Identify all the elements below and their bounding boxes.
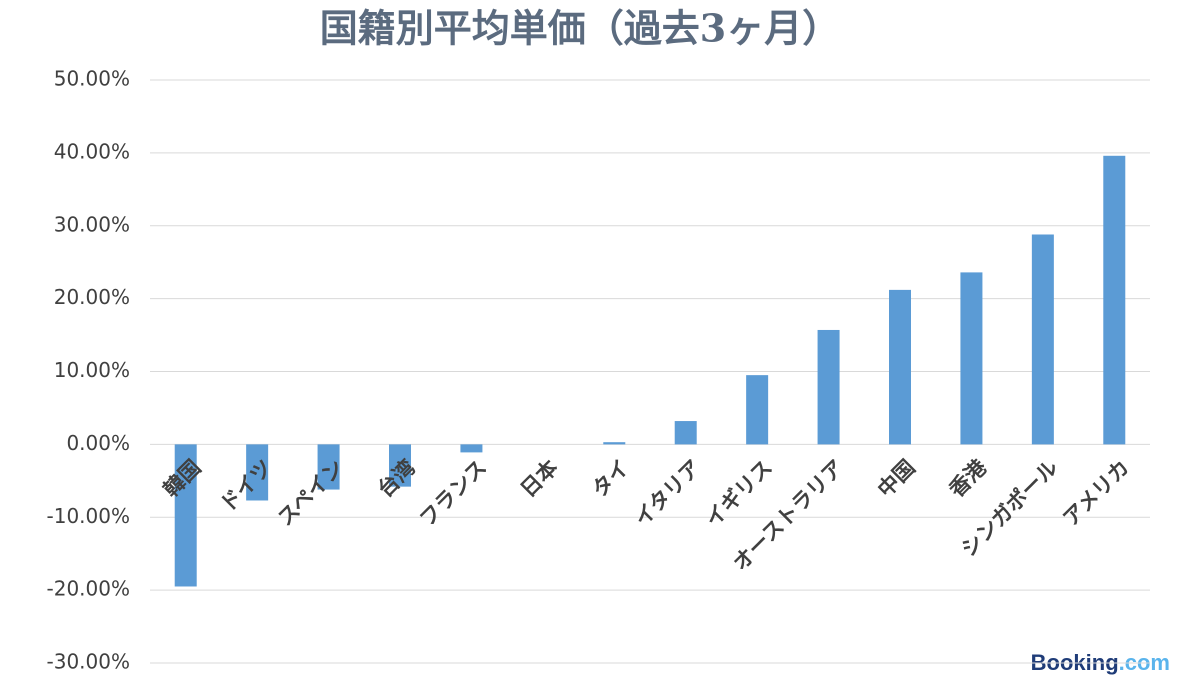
y-tick-label: 20.00%	[54, 285, 130, 309]
x-tick-label: 中国	[873, 455, 920, 502]
x-tick-label: スペイン	[273, 455, 348, 530]
bar	[1031, 234, 1054, 445]
bar	[246, 444, 269, 501]
y-tick-label: 40.00%	[54, 139, 130, 163]
bar	[317, 444, 340, 490]
bar	[889, 289, 911, 445]
bar	[674, 421, 697, 445]
bar	[603, 442, 626, 445]
bar	[174, 444, 197, 587]
y-tick-label: 50.00%	[54, 67, 130, 91]
y-tick-label: 30.00%	[54, 212, 130, 236]
x-tick-label: フランス	[415, 455, 491, 531]
y-tick-label: 0.00%	[66, 431, 130, 455]
logo: Booking.com	[1031, 650, 1170, 675]
x-tick-label: 香港	[945, 454, 992, 501]
bar	[960, 272, 983, 445]
bar	[1103, 155, 1126, 445]
logo-suffix: .com	[1119, 650, 1170, 675]
bar	[460, 444, 483, 453]
y-tick-label: -20.00%	[47, 577, 130, 601]
bar	[389, 444, 411, 487]
y-tick-label: -10.00%	[47, 504, 130, 528]
x-tick-label: 台湾	[373, 455, 420, 502]
x-tick-label: 日本	[516, 455, 563, 502]
bar	[817, 329, 840, 445]
x-tick-label: イタリア	[630, 455, 706, 531]
x-tick-label: アメリカ	[1058, 455, 1134, 531]
x-tick-label: 韓国	[159, 455, 206, 502]
x-tick-label: タイ	[587, 455, 634, 502]
chart-title: 国籍別平均単価（過去3ヶ月）	[320, 6, 840, 51]
logo-main: Booking	[1031, 650, 1119, 675]
y-tick-label: 10.00%	[54, 358, 130, 382]
bar	[746, 375, 769, 445]
y-tick-label: -30.00%	[47, 650, 130, 674]
